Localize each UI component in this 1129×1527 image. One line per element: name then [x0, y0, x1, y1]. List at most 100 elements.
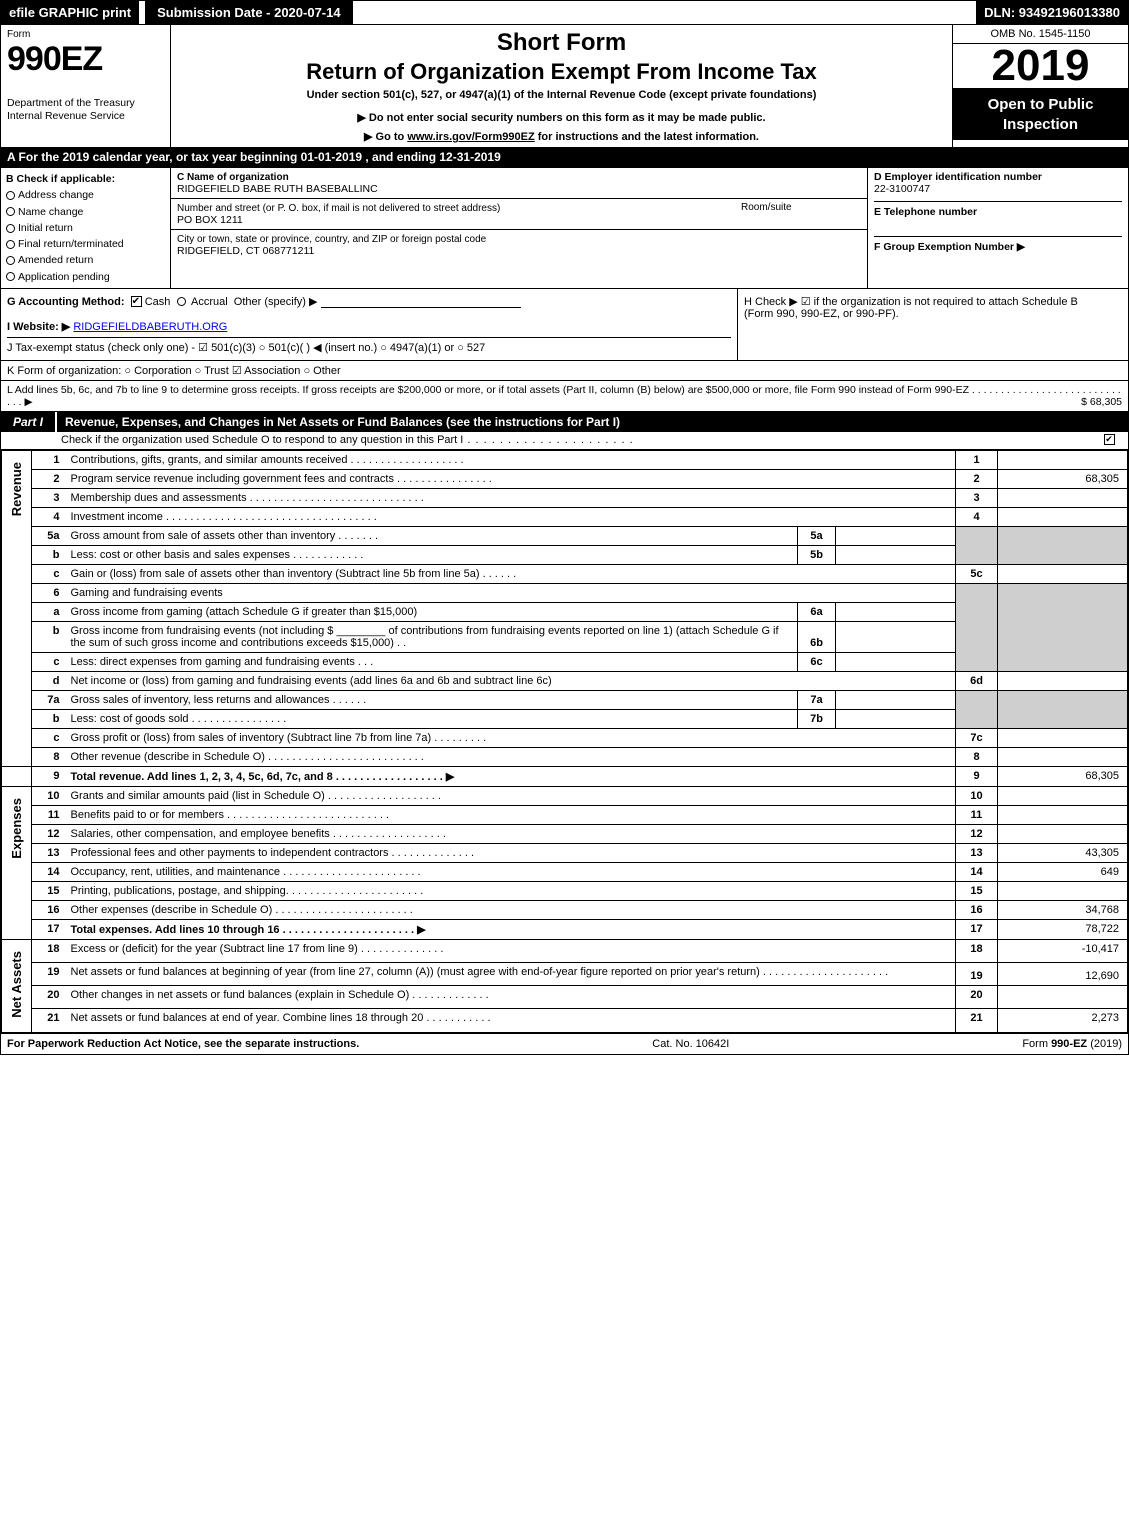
c-name-value: RIDGEFIELD BABE RUTH BASEBALLINC: [177, 183, 378, 195]
other-specify-input[interactable]: [321, 296, 521, 308]
line-8-desc: Other revenue (describe in Schedule O) .…: [66, 747, 956, 766]
line-19-num: 19: [32, 963, 66, 986]
line-4-num: 4: [32, 507, 66, 526]
title-main: Return of Organization Exempt From Incom…: [179, 59, 944, 85]
l-text: L Add lines 5b, 6c, and 7b to line 9 to …: [7, 384, 1121, 408]
line-7c-value: [998, 728, 1128, 747]
f-group-exemption-label: F Group Exemption Number ▶: [874, 241, 1025, 253]
line-4-colnum: 4: [956, 507, 998, 526]
part-1-schedule-o-checkbox[interactable]: [1104, 434, 1115, 445]
l-gross-receipts: L Add lines 5b, 6c, and 7b to line 9 to …: [1, 380, 1128, 411]
page-footer: For Paperwork Reduction Act Notice, see …: [1, 1033, 1128, 1054]
line-14-num: 14: [32, 862, 66, 881]
line-5b-num: b: [32, 545, 66, 564]
line-15-desc: Printing, publications, postage, and shi…: [66, 881, 956, 900]
chk-amended-return[interactable]: Amended return: [6, 252, 165, 268]
form-header: Form 990EZ Department of the Treasury In…: [1, 24, 1128, 147]
line-15-num: 15: [32, 881, 66, 900]
line-2-value: 68,305: [998, 469, 1128, 488]
chk-label: Initial return: [18, 222, 73, 234]
chk-cash[interactable]: [131, 296, 142, 307]
chk-accrual[interactable]: [177, 297, 186, 306]
chk-application-pending[interactable]: Application pending: [6, 269, 165, 285]
line-12-value: [998, 824, 1128, 843]
line-5a-subval: [836, 526, 956, 545]
line-5b-subval: [836, 545, 956, 564]
line-6d-colnum: 6d: [956, 671, 998, 690]
line-5c-desc: Gain or (loss) from sale of assets other…: [66, 564, 956, 583]
cash-label: Cash: [145, 296, 171, 308]
website-link[interactable]: RIDGEFIELDBABERUTH.ORG: [73, 321, 227, 333]
line-17-desc: Total expenses. Add lines 10 through 16 …: [66, 919, 956, 939]
line-13-num: 13: [32, 843, 66, 862]
b-header: B Check if applicable:: [6, 171, 165, 187]
line-5b-desc: Less: cost or other basis and sales expe…: [66, 545, 798, 564]
line-1-desc: Contributions, gifts, grants, and simila…: [66, 450, 956, 469]
expenses-section-tab: Expenses: [2, 786, 32, 939]
part-1-sub-text: Check if the organization used Schedule …: [61, 434, 1098, 447]
chk-name-change[interactable]: Name change: [6, 204, 165, 220]
line-8-colnum: 8: [956, 747, 998, 766]
g-accounting-method: G Accounting Method: Cash Accrual Other …: [1, 289, 738, 360]
line-6a-desc: Gross income from gaming (attach Schedul…: [66, 602, 798, 621]
line-19-desc: Net assets or fund balances at beginning…: [66, 963, 956, 986]
top-bar-left: efile GRAPHIC print Submission Date - 20…: [1, 1, 355, 24]
chk-address-change[interactable]: Address change: [6, 187, 165, 203]
line-16-value: 34,768: [998, 900, 1128, 919]
column-b-checkboxes: B Check if applicable: Address change Na…: [1, 168, 171, 288]
line-11-value: [998, 805, 1128, 824]
line-3-value: [998, 488, 1128, 507]
line-5c-colnum: 5c: [956, 564, 998, 583]
line-21-value: 2,273: [998, 1009, 1128, 1032]
form-container: efile GRAPHIC print Submission Date - 20…: [0, 0, 1129, 1055]
line-6a-num: a: [32, 602, 66, 621]
line-8-value: [998, 747, 1128, 766]
under-section-text: Under section 501(c), 527, or 4947(a)(1)…: [179, 89, 944, 101]
line-1-num: 1: [32, 450, 66, 469]
line-7b-sub: 7b: [798, 709, 836, 728]
part-1-title: Revenue, Expenses, and Changes in Net As…: [57, 412, 1128, 432]
line-4-value: [998, 507, 1128, 526]
do-not-enter-text: ▶ Do not enter social security numbers o…: [179, 111, 944, 124]
line-5b-sub: 5b: [798, 545, 836, 564]
line-6c-num: c: [32, 652, 66, 671]
line-7a-sub: 7a: [798, 690, 836, 709]
line-10-num: 10: [32, 786, 66, 805]
line-6d-num: d: [32, 671, 66, 690]
dept-line1: Department of the Treasury: [7, 97, 135, 109]
line-13-colnum: 13: [956, 843, 998, 862]
l-amount: $ 68,305: [1081, 396, 1122, 408]
d-ein-label: D Employer identification number: [874, 171, 1042, 183]
d-ein-value: 22-3100747: [874, 183, 930, 195]
line-2-desc: Program service revenue including govern…: [66, 469, 956, 488]
line-7a-num: 7a: [32, 690, 66, 709]
h-schedule-b: H Check ▶ ☑ if the organization is not r…: [738, 289, 1128, 360]
chk-initial-return[interactable]: Initial return: [6, 220, 165, 236]
open-to-public: Open to Public Inspection: [953, 89, 1128, 140]
column-c-name-address: C Name of organization RIDGEFIELD BABE R…: [171, 168, 868, 288]
line-16-colnum: 16: [956, 900, 998, 919]
goto-suffix: for instructions and the latest informat…: [538, 131, 759, 143]
line-20-colnum: 20: [956, 986, 998, 1009]
title-short-form: Short Form: [179, 29, 944, 57]
line-5a-sub: 5a: [798, 526, 836, 545]
chk-final-return[interactable]: Final return/terminated: [6, 236, 165, 252]
efile-print-button[interactable]: efile GRAPHIC print: [1, 1, 139, 24]
line-6-desc: Gaming and fundraising events: [66, 583, 956, 602]
irs-link[interactable]: www.irs.gov/Form990EZ: [407, 131, 534, 143]
line-6d-value: [998, 671, 1128, 690]
line-16-desc: Other expenses (describe in Schedule O) …: [66, 900, 956, 919]
line-6b-desc: Gross income from fundraising events (no…: [66, 621, 798, 652]
g-label: G Accounting Method:: [7, 296, 125, 308]
net-assets-section-tab: Net Assets: [2, 939, 32, 1032]
revenue-section-tab: Revenue: [2, 450, 32, 766]
line-12-desc: Salaries, other compensation, and employ…: [66, 824, 956, 843]
line-6a-subval: [836, 602, 956, 621]
c-name-label: C Name of organization: [177, 172, 289, 183]
line-12-num: 12: [32, 824, 66, 843]
line-6b-subval: [836, 621, 956, 652]
header-right: OMB No. 1545-1150 2019 Open to Public In…: [953, 25, 1128, 147]
line-6a-sub: 6a: [798, 602, 836, 621]
line-6b-sub: 6b: [798, 621, 836, 652]
chk-label: Name change: [18, 206, 83, 218]
